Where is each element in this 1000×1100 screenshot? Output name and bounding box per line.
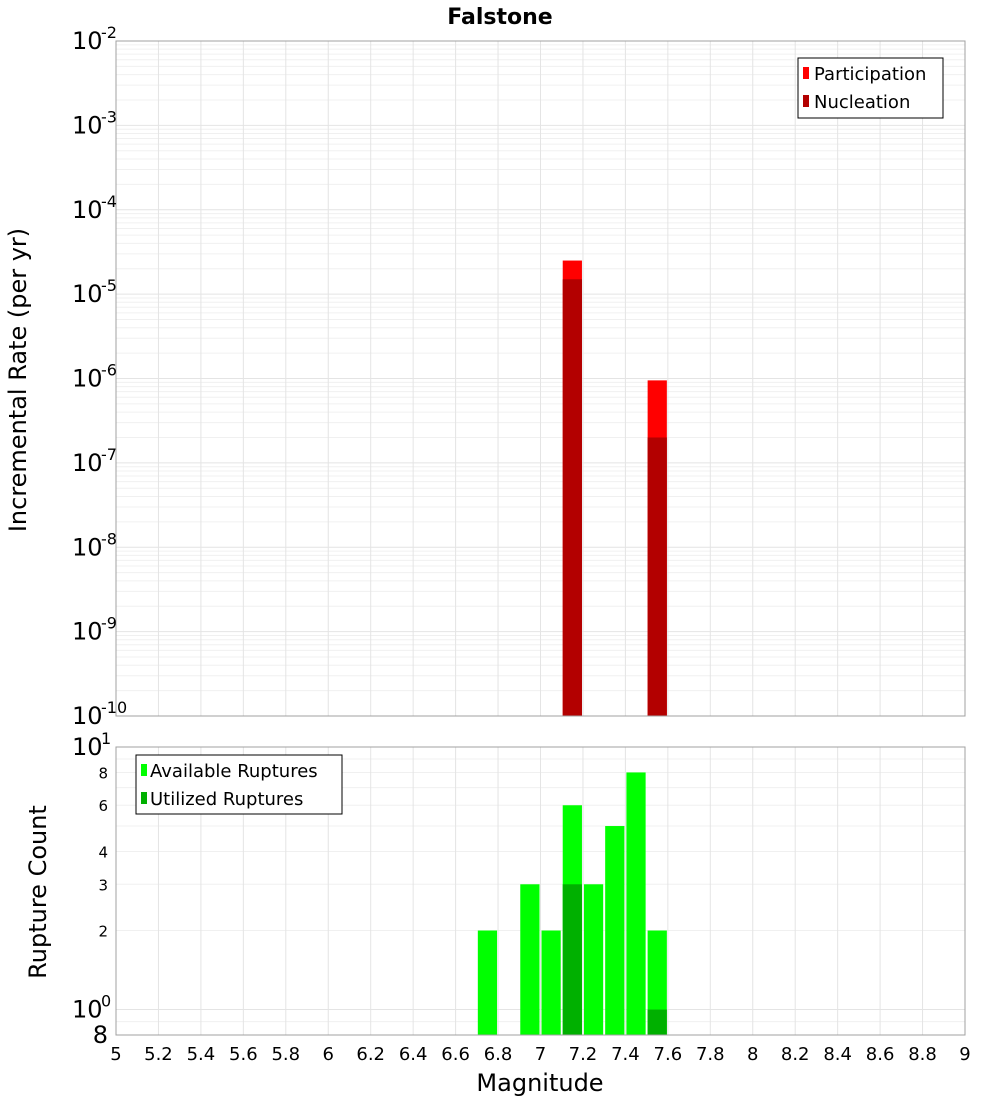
x-tick-label: 6 <box>323 1044 334 1065</box>
rate-y-tick: 10-2 <box>72 23 117 55</box>
rate-y-tick-base: 10 <box>72 111 103 139</box>
count-y-tick-base: 10 <box>72 733 103 761</box>
rate-y-tick: 10-5 <box>72 276 117 308</box>
legend-swatch-available <box>141 764 147 776</box>
x-tick-label: 5.2 <box>144 1044 173 1065</box>
count-plot-border <box>115 746 966 1036</box>
rate-y-tick: 10-10 <box>72 698 127 730</box>
legend-label-nucleation: Nucleation <box>814 92 910 113</box>
rate-y-tick: 10-7 <box>72 445 117 477</box>
count-y-tick-minor: 6 <box>98 797 108 815</box>
count-legend-box <box>135 754 343 815</box>
x-tick-label: 5.8 <box>271 1044 300 1065</box>
rate-y-tick-base: 10 <box>72 449 103 477</box>
x-tick-label: 5.4 <box>187 1044 216 1065</box>
x-tick-label: 6.4 <box>399 1044 428 1065</box>
count-bar-available-2 <box>541 930 561 1035</box>
legend-label-participation: Participation <box>814 64 926 85</box>
rate-plot-border <box>115 40 966 717</box>
rate-y-tick-base: 10 <box>72 27 103 55</box>
x-tick-label: 6.6 <box>441 1044 470 1065</box>
x-tick-label: 8.4 <box>823 1044 852 1065</box>
count-bars <box>477 772 667 1035</box>
rate-y-tick: 10-4 <box>72 192 117 224</box>
rate-y-tick-exponent: -6 <box>101 361 117 380</box>
x-tick-label: 7.2 <box>569 1044 598 1065</box>
x-tick-label: 8.8 <box>908 1044 937 1065</box>
count-y-axis-title: Rupture Count <box>24 805 52 979</box>
count-bar-available-1 <box>520 884 540 1035</box>
legend-swatch-participation <box>803 67 809 79</box>
count-y-tick-minor: 8 <box>98 764 108 782</box>
count-y-tick-major: 100 <box>72 992 111 1024</box>
x-tick-label: 7.6 <box>654 1044 683 1065</box>
rate-y-tick-base: 10 <box>72 702 103 730</box>
x-tick-label: 7 <box>535 1044 546 1065</box>
rate-y-tick-exponent: -4 <box>101 192 117 211</box>
rate-y-ticks: 10-210-310-410-510-610-710-810-910-10 <box>72 23 127 730</box>
rate-y-tick-exponent: -9 <box>101 614 117 633</box>
rate-y-tick: 10-8 <box>72 529 117 561</box>
count-legend: Available Ruptures Utilized Ruptures <box>135 754 343 815</box>
rate-legend: Participation Nucleation <box>797 57 944 119</box>
x-tick-label: 8 <box>747 1044 758 1065</box>
legend-label-utilized: Utilized Ruptures <box>150 789 303 810</box>
x-tick-label: 6.8 <box>484 1044 513 1065</box>
legend-swatch-nucleation <box>803 95 809 107</box>
rate-y-tick-exponent: -2 <box>101 23 117 42</box>
count-bar-available-7 <box>647 930 667 1035</box>
x-tick-label: 7.4 <box>611 1044 640 1065</box>
count-bar-available-6 <box>626 772 646 1035</box>
count-y-tick-exponent: 1 <box>101 729 111 748</box>
x-tick-label: 7.8 <box>696 1044 725 1065</box>
rate-y-tick: 10-9 <box>72 614 117 646</box>
x-axis-title: Magnitude <box>476 1069 603 1097</box>
count-bar-utilized-0 <box>562 884 582 1035</box>
rate-y-tick-base: 10 <box>72 533 103 561</box>
count-y-tick-major: 101 <box>72 729 111 761</box>
legend-label-available: Available Ruptures <box>150 761 318 782</box>
chart-title: Falstone <box>447 5 552 30</box>
rate-y-tick-exponent: -10 <box>101 698 127 717</box>
rate-y-tick-exponent: -3 <box>101 107 117 126</box>
count-bar-available-0 <box>477 930 498 1035</box>
count-bar-utilized-1 <box>647 1009 667 1035</box>
rate-bar-nucleation-1 <box>647 437 667 716</box>
rate-y-tick-exponent: -5 <box>101 276 117 295</box>
x-tick-label: 8.2 <box>781 1044 810 1065</box>
rate-y-tick-base: 10 <box>72 196 103 224</box>
count-y-tick-exponent: 0 <box>101 992 111 1011</box>
x-tick-label: 6.2 <box>356 1044 385 1065</box>
rate-y-axis-title: Incremental Rate (per yr) <box>4 228 32 532</box>
rate-y-tick-exponent: -8 <box>101 529 117 548</box>
rate-panel: 10-210-310-410-510-610-710-810-910-10 In… <box>4 23 966 730</box>
count-y-tick-minor: 2 <box>98 923 108 941</box>
rate-bars <box>562 260 667 716</box>
legend-swatch-utilized <box>141 792 147 804</box>
x-tick-label: 5 <box>110 1044 121 1065</box>
count-y-tick-minor: 3 <box>98 876 108 894</box>
count-y-tick-minor: 8 <box>93 1021 108 1049</box>
count-y-tick-base: 10 <box>72 996 103 1024</box>
x-ticks: 5 5.2 5.4 5.6 5.8 6 6.2 6.4 6.6 6.8 7 7.2 7.4 7.6 7.8 8… <box>110 1044 970 1065</box>
x-tick-label: 5.6 <box>229 1044 258 1065</box>
rate-y-tick-base: 10 <box>72 365 103 393</box>
x-tick-label: 9 <box>959 1044 970 1065</box>
rate-y-tick: 10-3 <box>72 107 117 139</box>
rate-bar-nucleation-0 <box>562 279 582 716</box>
rate-y-tick-exponent: -7 <box>101 445 117 464</box>
rate-y-tick: 10-6 <box>72 361 117 393</box>
rate-legend-box <box>797 57 944 119</box>
count-bar-available-5 <box>605 826 625 1035</box>
count-y-tick-minor: 4 <box>98 843 108 861</box>
x-tick-label: 8.6 <box>866 1044 895 1065</box>
count-bar-available-4 <box>583 884 604 1035</box>
rate-grid <box>115 40 966 717</box>
rate-y-tick-base: 10 <box>72 618 103 646</box>
rate-y-tick-base: 10 <box>72 280 103 308</box>
